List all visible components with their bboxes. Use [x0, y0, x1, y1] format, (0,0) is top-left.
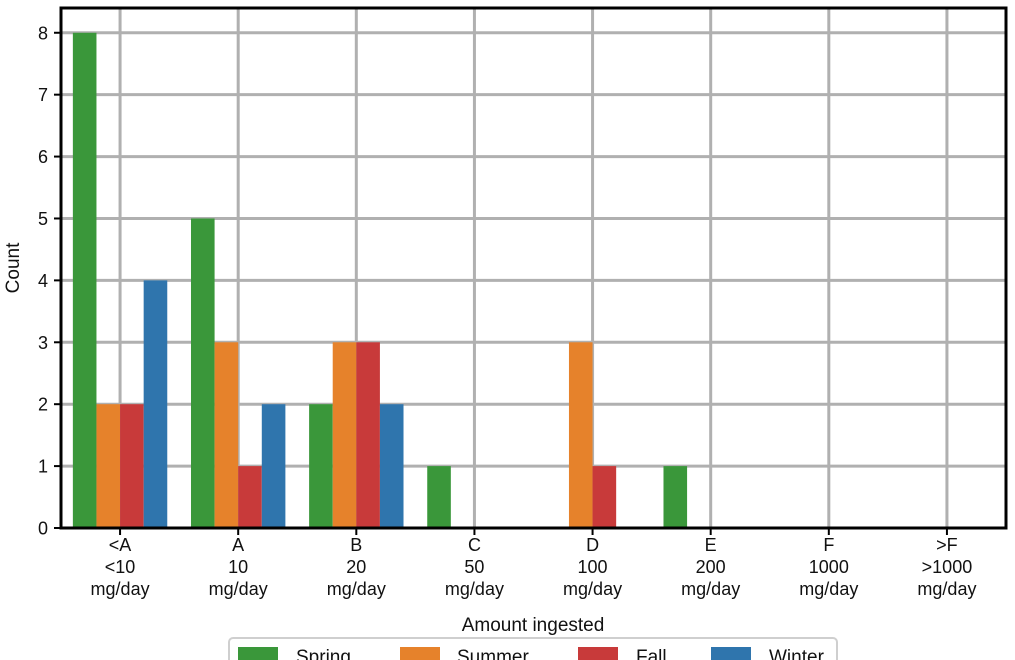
x-tick-label-line: <A [109, 535, 132, 555]
x-tick-label: E 200 mg/day [681, 535, 740, 599]
x-tick-label: <A <10 mg/day [91, 535, 150, 599]
legend-label: Fall [636, 647, 667, 660]
y-tick-label: 4 [38, 271, 48, 291]
x-tick-label-line: mg/day [681, 579, 740, 599]
x-tick-label-line: mg/day [445, 579, 504, 599]
x-tick-label-line: mg/day [209, 579, 268, 599]
legend-label: Summer [457, 647, 529, 660]
bars [72, 32, 688, 529]
bar [379, 404, 404, 528]
x-tick-label-line: 200 [696, 557, 726, 577]
x-tick-label: F 1000 mg/day [799, 535, 858, 599]
x-tick-label-line: mg/day [799, 579, 858, 599]
bar [96, 404, 121, 528]
bar [356, 342, 380, 528]
y-tick-label: 1 [38, 457, 48, 477]
x-tick-label-line: B [350, 535, 362, 555]
x-tick-label-line: mg/day [91, 579, 150, 599]
x-tick-label-line: 20 [346, 557, 366, 577]
bar [261, 404, 286, 528]
legend-swatch [400, 647, 440, 660]
bar [332, 342, 357, 528]
x-tick-label-line: >1000 [922, 557, 973, 577]
plot-frame [59, 6, 1008, 530]
x-tick-label: B 20 mg/day [327, 535, 386, 599]
legend: Spring Summer Fall Winter [228, 637, 838, 660]
legend-swatch [711, 647, 751, 660]
y-tick-label: 5 [38, 209, 48, 229]
x-tick-label-line: <10 [105, 557, 136, 577]
legend-box [228, 637, 838, 660]
y-axis: 0 1 2 3 4 5 6 7 8 [38, 23, 61, 539]
legend-swatch [238, 647, 278, 660]
bar [143, 280, 168, 528]
y-tick-label: 7 [38, 85, 48, 105]
y-tick-label: 6 [38, 147, 48, 167]
bar [72, 32, 97, 529]
x-tick-label-line: 50 [464, 557, 484, 577]
x-tick-label-line: A [232, 535, 244, 555]
bar [190, 218, 215, 528]
x-tick-label-line: >F [936, 535, 958, 555]
x-tick-label-line: D [586, 535, 599, 555]
legend-swatch [578, 647, 618, 660]
legend-label: Winter [769, 647, 825, 660]
x-tick-label-line: E [705, 535, 717, 555]
x-tick-label: >F >1000 mg/day [917, 535, 976, 599]
x-tick-label: D 100 mg/day [563, 535, 622, 599]
x-tick-label-line: 1000 [809, 557, 849, 577]
x-tick-label: A 10 mg/day [209, 535, 268, 599]
x-tick-label: C 50 mg/day [445, 535, 504, 599]
bar [238, 466, 262, 528]
y-tick-label: 3 [38, 333, 48, 353]
x-tick-label-line: mg/day [327, 579, 386, 599]
bar [120, 404, 144, 528]
bar [592, 466, 617, 528]
x-tick-label-line: mg/day [563, 579, 622, 599]
bar [663, 466, 688, 528]
x-tick-label-line: F [823, 535, 834, 555]
bar [427, 466, 451, 528]
x-tick-label-line: 10 [228, 557, 248, 577]
y-axis-title: Count [3, 242, 24, 293]
x-tick-label-line: 100 [578, 557, 608, 577]
y-tick-label: 8 [38, 23, 48, 43]
x-tick-label-line: C [468, 535, 481, 555]
x-axis-title: Amount ingested [462, 615, 605, 636]
bar [214, 342, 239, 528]
x-tick-label-line: mg/day [917, 579, 976, 599]
y-tick-label: 0 [38, 519, 48, 539]
bar [568, 342, 593, 528]
legend-label: Spring [296, 647, 351, 660]
y-tick-label: 2 [38, 395, 48, 415]
bar [309, 404, 333, 528]
